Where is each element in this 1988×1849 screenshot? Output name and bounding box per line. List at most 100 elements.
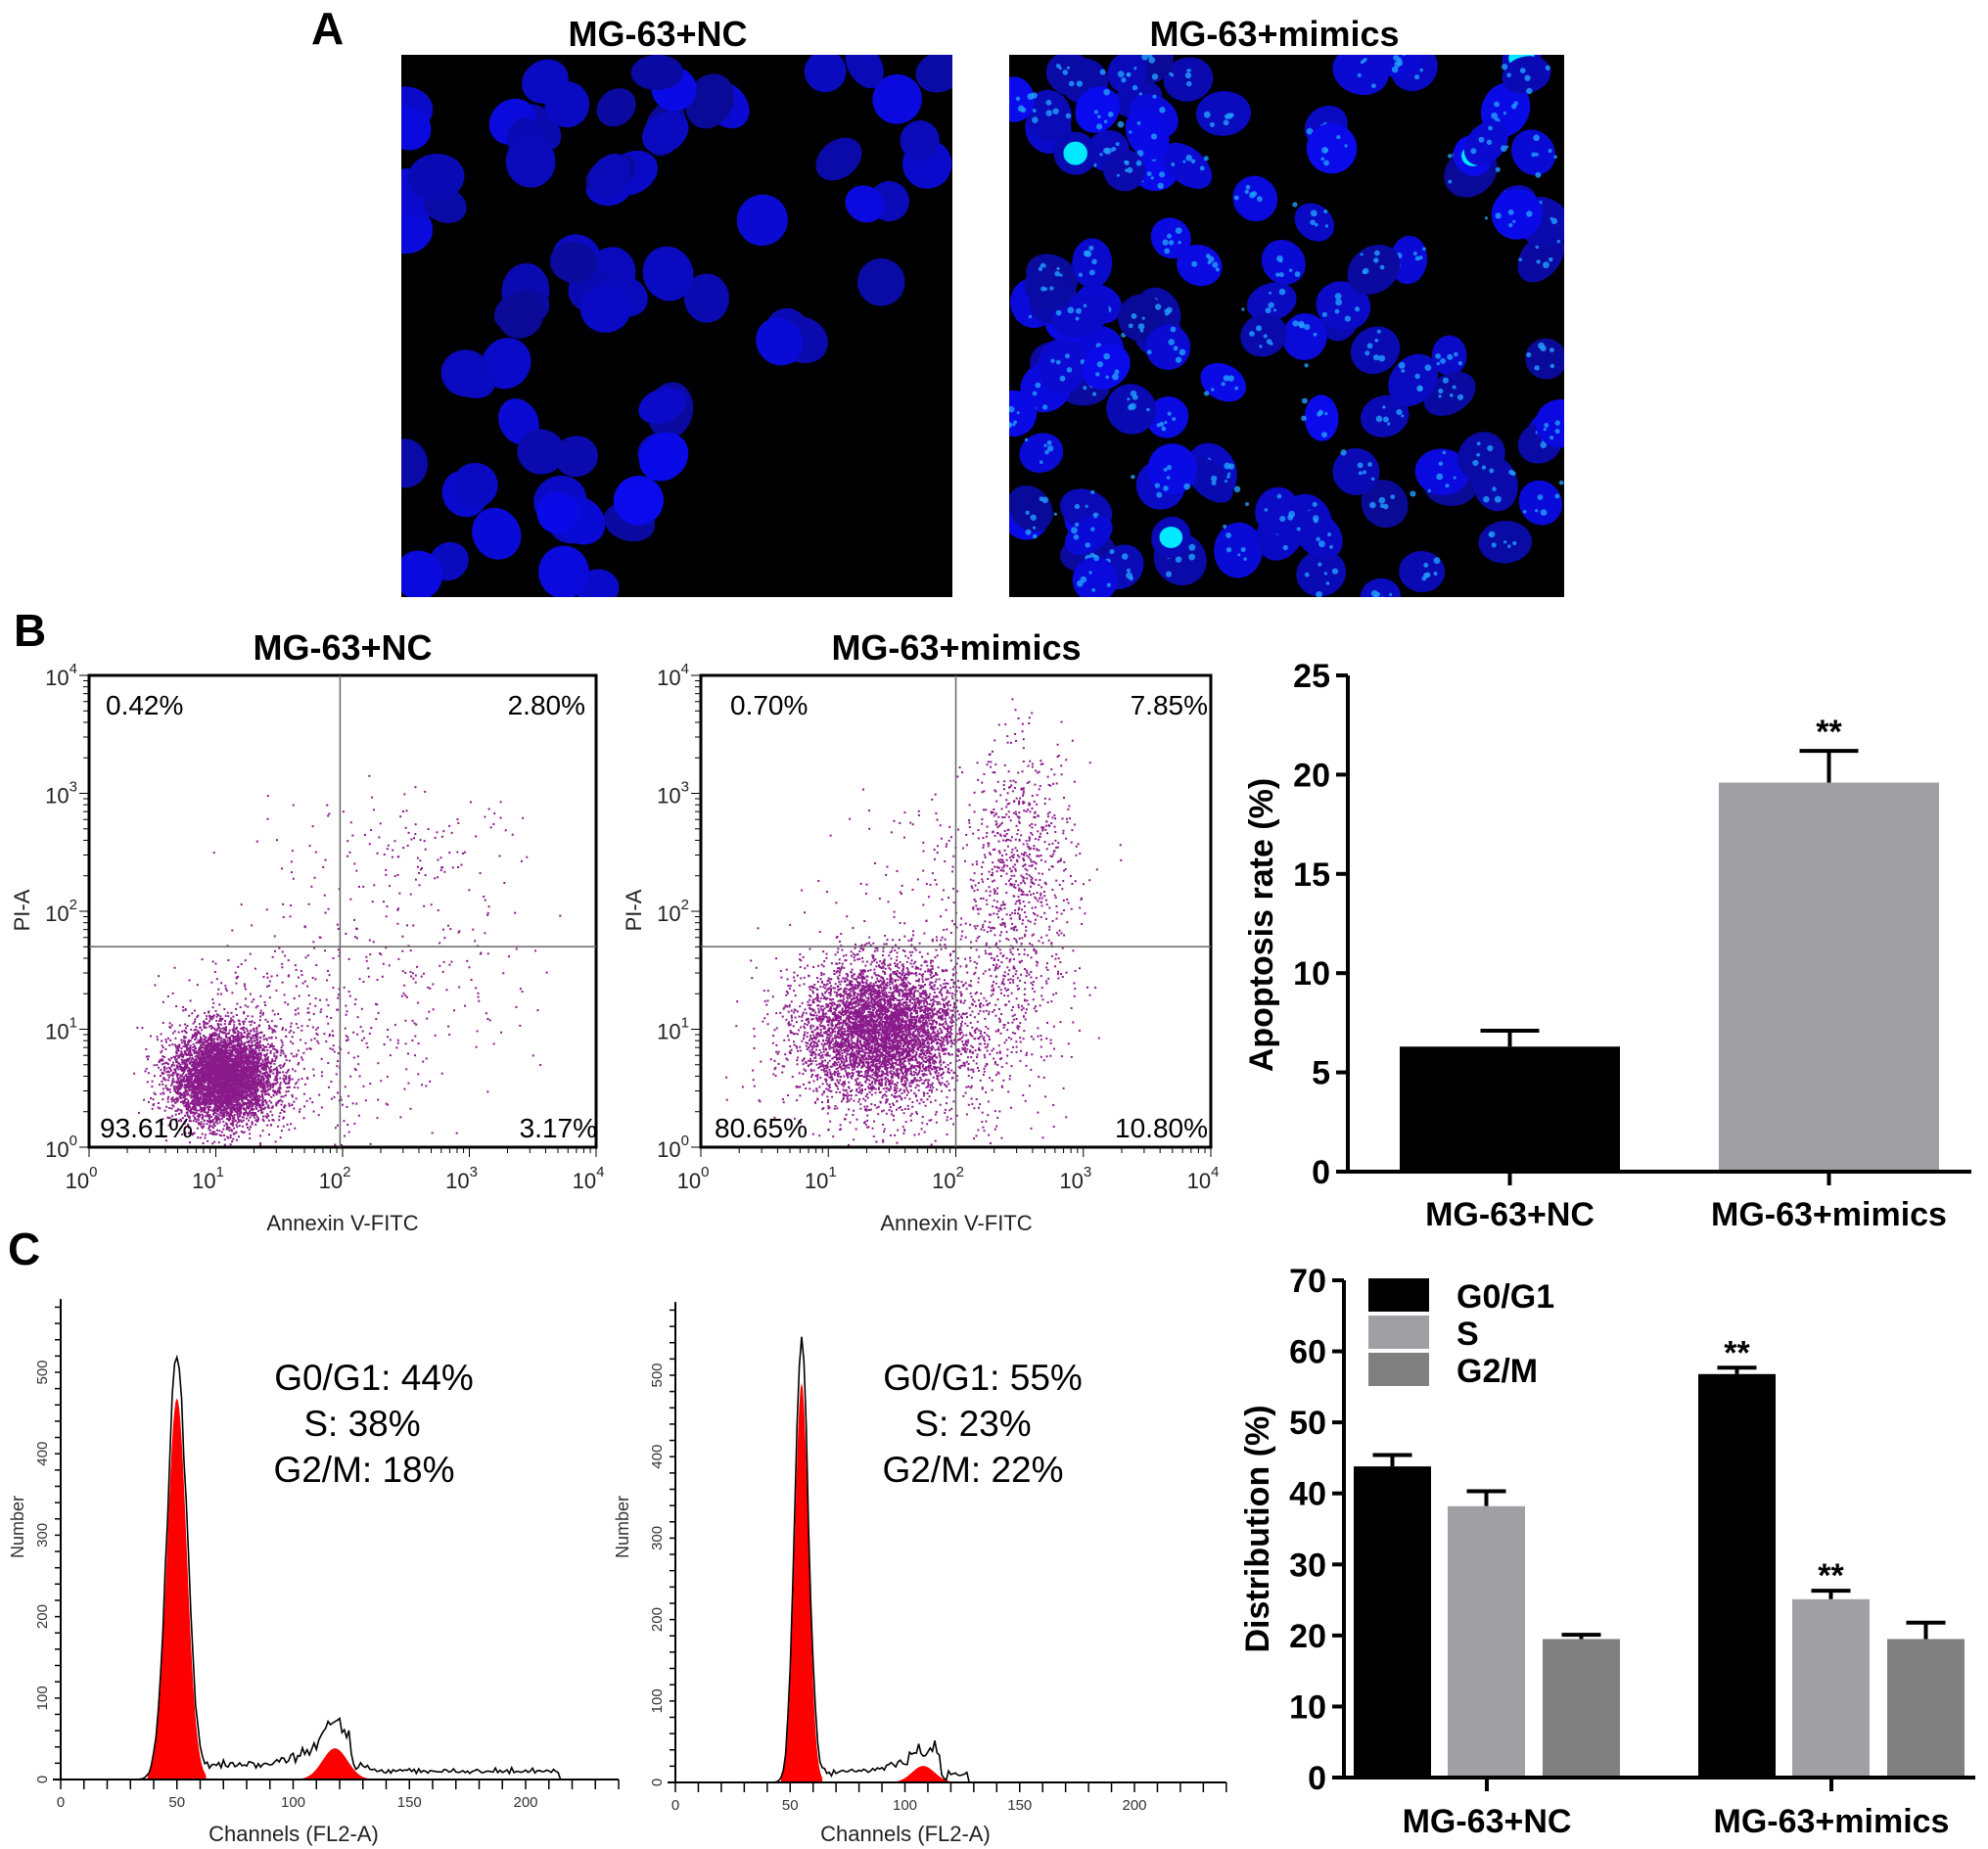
data-point [244, 1041, 247, 1044]
data-point [245, 1083, 248, 1086]
data-point [166, 1063, 169, 1066]
data-point [173, 1081, 176, 1084]
chromatin-speck [1159, 107, 1166, 114]
chromatin-speck [1233, 195, 1239, 201]
nucleus [472, 507, 522, 560]
nucleus [1296, 550, 1347, 597]
chromatin-speck [1416, 385, 1423, 393]
data-point [214, 1087, 217, 1090]
data-point [160, 1069, 162, 1072]
data-point [245, 1111, 248, 1114]
data-point [261, 1102, 264, 1105]
data-point [262, 1053, 265, 1056]
data-point [240, 1119, 243, 1122]
data-point [162, 1055, 164, 1058]
chromatin-speck [1182, 160, 1186, 163]
data-point [245, 1017, 248, 1020]
chromatin-speck [1519, 68, 1526, 73]
nucleus [544, 81, 590, 128]
chromatin-speck [1207, 260, 1212, 265]
chromatin-speck [1456, 393, 1464, 400]
chromatin-speck [1373, 250, 1380, 256]
data-point [256, 1117, 259, 1120]
data-point [233, 1116, 236, 1119]
data-point [206, 1119, 208, 1122]
nucleus [1045, 55, 1096, 97]
data-point [171, 1032, 174, 1035]
data-point [270, 975, 273, 978]
data-point [200, 1043, 203, 1046]
data-point [157, 1106, 160, 1109]
data-point [259, 1062, 262, 1065]
nucleus [401, 439, 429, 488]
nucleus [815, 137, 862, 181]
chromatin-speck [1448, 179, 1453, 184]
data-point [164, 1040, 167, 1043]
data-point [270, 1095, 273, 1098]
chromatin-speck [1168, 339, 1175, 346]
data-point [213, 1122, 216, 1125]
chromatin-speck [1199, 165, 1205, 171]
data-point [202, 1107, 205, 1110]
data-point [175, 1080, 178, 1083]
data-point [215, 1102, 218, 1105]
data-point [201, 1133, 204, 1135]
nucleus [756, 317, 804, 366]
data-point [260, 1107, 263, 1110]
data-point [202, 1141, 205, 1144]
data-point [249, 1137, 252, 1140]
data-point [191, 1036, 194, 1039]
nucleus [401, 106, 432, 151]
data-point [203, 1123, 206, 1126]
data-point [201, 1117, 204, 1120]
data-point [228, 1029, 231, 1032]
chromatin-speck [1071, 527, 1078, 534]
data-point [188, 1081, 191, 1084]
data-point [282, 1052, 285, 1055]
data-point [254, 1041, 257, 1044]
chromatin-speck [1020, 107, 1027, 114]
data-point [260, 1092, 263, 1095]
chromatin-speck [1549, 256, 1553, 262]
data-point [174, 1058, 177, 1061]
chromatin-speck [1301, 415, 1307, 422]
data-point [232, 1015, 235, 1018]
chromatin-speck [1203, 111, 1211, 118]
data-point [145, 1067, 148, 1070]
chromatin-speck [1166, 476, 1171, 480]
data-point [168, 1107, 171, 1110]
chromatin-speck [1545, 65, 1550, 70]
data-point [266, 1113, 269, 1116]
data-point [248, 1112, 251, 1115]
data-point [164, 1085, 167, 1087]
data-point [218, 1020, 221, 1023]
data-point [169, 1069, 172, 1072]
nucleus [1360, 394, 1410, 438]
chromatin-speck [1225, 532, 1232, 538]
data-point [227, 1058, 230, 1061]
nucleus [554, 436, 598, 478]
chromatin-speck [1442, 377, 1449, 384]
data-point [191, 1034, 194, 1037]
chromatin-speck [1185, 155, 1192, 162]
data-point [193, 1089, 196, 1092]
chromatin-speck [1223, 524, 1227, 529]
chromatin-speck [1257, 196, 1263, 203]
data-point [211, 1131, 214, 1133]
data-point [254, 1040, 256, 1042]
chromatin-speck [1032, 391, 1038, 396]
data-point [153, 1075, 156, 1078]
chromatin-speck [1132, 394, 1138, 400]
chromatin-speck [1175, 356, 1182, 363]
chromatin-speck [1138, 92, 1143, 96]
chromatin-speck [1009, 422, 1011, 428]
chromatin-speck [1165, 571, 1173, 578]
data-point [162, 1000, 164, 1003]
chromatin-speck [1016, 411, 1020, 415]
chromatin-speck [1270, 342, 1273, 346]
data-point [240, 1051, 243, 1054]
data-point [270, 1042, 273, 1045]
data-point [189, 1054, 192, 1057]
chromatin-speck [1501, 64, 1508, 70]
chromatin-speck [1249, 331, 1255, 337]
